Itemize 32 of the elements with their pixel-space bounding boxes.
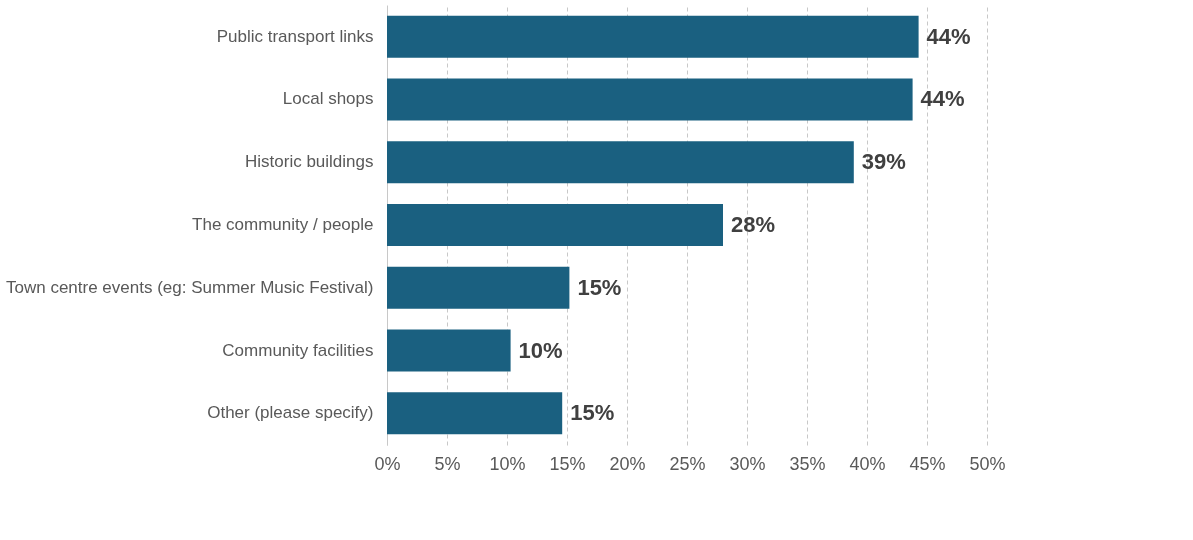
x-tick-label: 15% — [549, 453, 586, 474]
bar — [387, 141, 854, 184]
y-tick-label: Local shops — [282, 89, 374, 109]
x-tick-label: 10% — [489, 453, 526, 474]
y-tick-label: Other (please specify) — [207, 403, 374, 423]
x-tick-label: 50% — [969, 453, 1006, 474]
x-tick-label: 5% — [434, 453, 461, 474]
bar — [387, 329, 511, 372]
x-tick-label: 20% — [609, 453, 646, 474]
x-tick-label: 30% — [729, 453, 766, 474]
y-tick-label: Public transport links — [216, 26, 374, 46]
bar — [387, 266, 570, 309]
x-tick-label: 40% — [849, 453, 886, 474]
data-label: 44% — [926, 23, 971, 49]
bar — [387, 392, 563, 435]
bar — [387, 78, 913, 121]
x-tick-label: 25% — [669, 453, 706, 474]
bar — [387, 204, 723, 246]
y-tick-label: Town centre events (eg: Summer Music Festival) — [5, 277, 374, 297]
x-tick-label: 45% — [909, 453, 946, 474]
y-tick-label: Historic buildings — [245, 152, 374, 172]
data-label: 39% — [861, 149, 906, 175]
data-label: 15% — [577, 274, 622, 300]
y-tick-label: The community / people — [192, 215, 374, 234]
data-label: 44% — [920, 86, 965, 112]
data-label: 15% — [570, 400, 615, 426]
x-tick-label: 0% — [374, 453, 401, 474]
bar — [387, 15, 919, 58]
x-tick-label: 35% — [789, 453, 826, 474]
data-label: 28% — [731, 212, 776, 237]
y-tick-label: Community facilities — [222, 340, 374, 360]
data-label: 10% — [518, 337, 563, 363]
